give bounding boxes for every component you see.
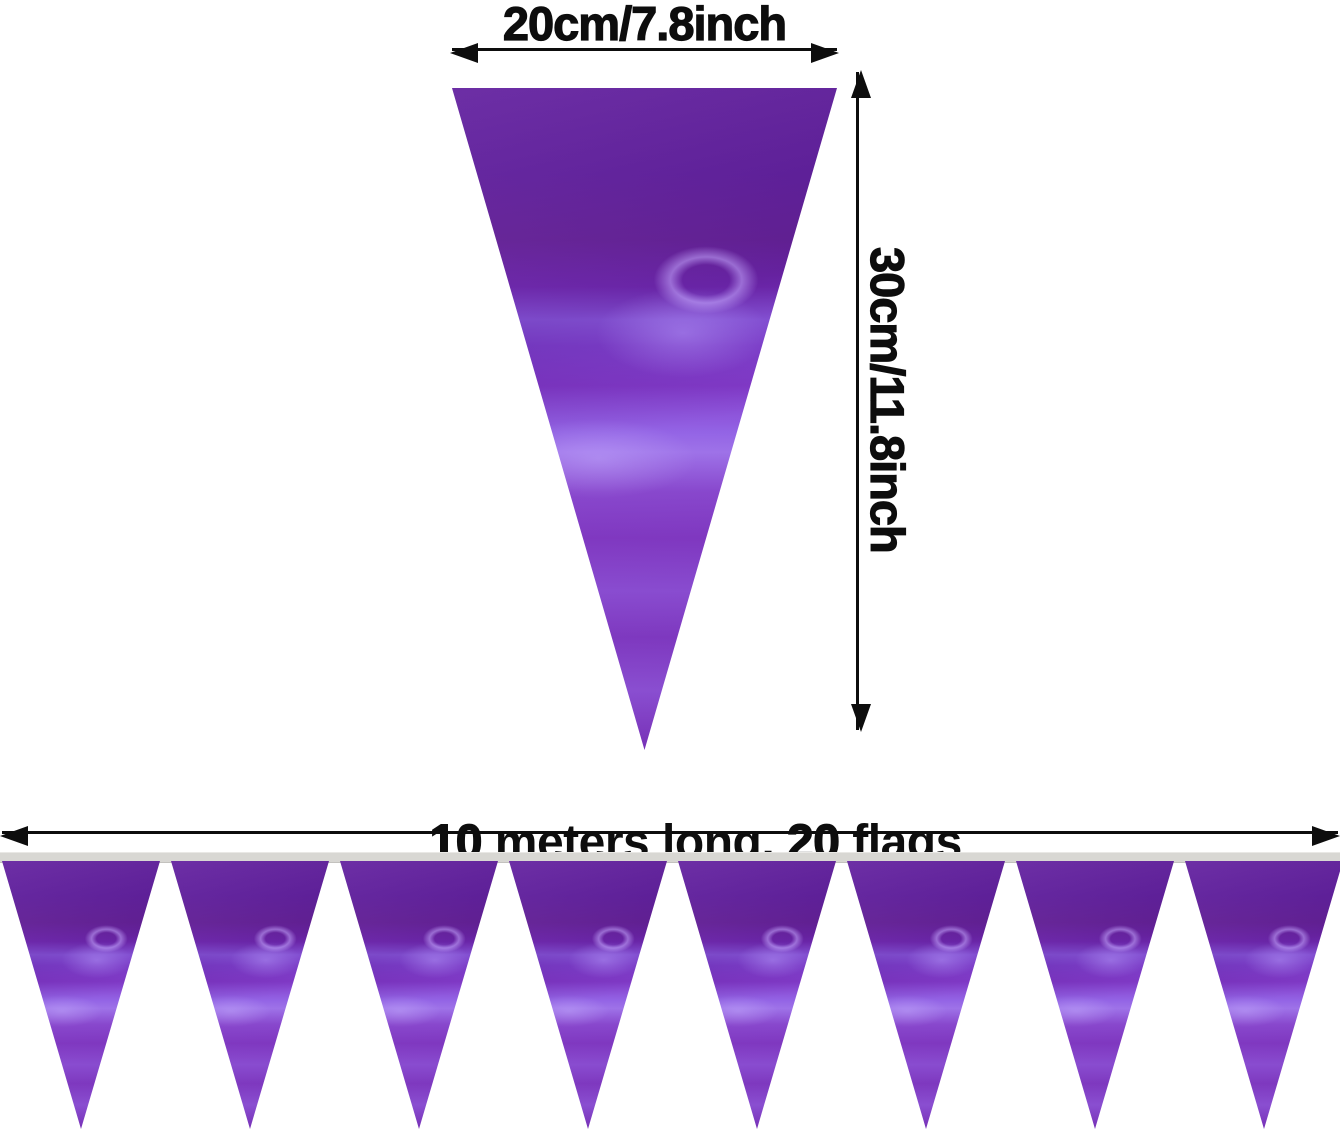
width-dimension-arrow-icon [450, 42, 839, 63]
pennant-flag [171, 861, 329, 1129]
pennant-flag [2, 861, 160, 1129]
pennant-flag [1185, 861, 1340, 1129]
pennant-flag [847, 861, 1005, 1129]
pennant-flag [678, 861, 836, 1129]
height-dimension-label: 30cm/11.8inch [860, 247, 914, 554]
width-dimension-label: 20cm/7.8inch [502, 0, 787, 51]
pennant-flag-large [452, 88, 837, 750]
pennant-flag [1016, 861, 1174, 1129]
pennant-flag [340, 861, 498, 1129]
height-dimension-arrow-icon [850, 70, 871, 732]
pennant-flag [509, 861, 667, 1129]
banner-string-ribbon [0, 852, 1340, 863]
banner-length-arrow-icon [0, 825, 1340, 846]
